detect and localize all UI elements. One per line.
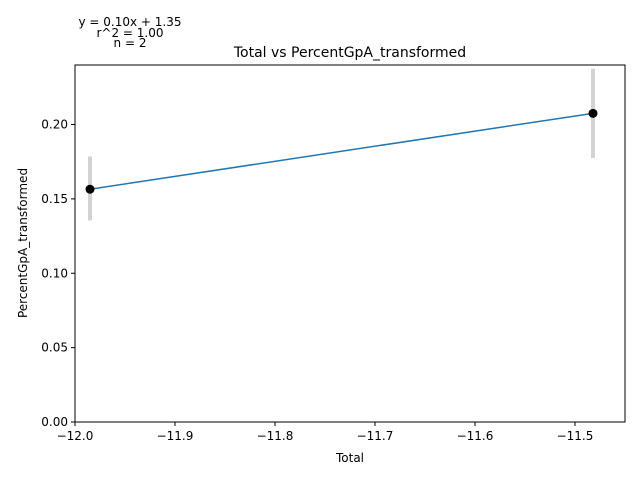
- axes-frame: [74, 64, 626, 423]
- y-tick-label: 0.05: [41, 341, 68, 355]
- r-squared-label: r^2 = 1.00: [96, 26, 163, 40]
- y-tick-label: 0.20: [41, 118, 68, 132]
- x-tick-label: −12.0: [57, 429, 94, 443]
- data-point: [588, 108, 598, 118]
- y-axis-label: PercentGpA_transformed: [16, 168, 30, 318]
- y-tick-label: 0.00: [41, 415, 68, 429]
- series-line: [89, 112, 594, 190]
- x-tick-label: −11.9: [157, 429, 194, 443]
- chart-title: Total vs PercentGpA_transformed: [233, 45, 466, 61]
- plot-area: [74, 64, 626, 423]
- data-point: [85, 184, 95, 194]
- x-tick-label: −11.6: [457, 429, 494, 443]
- y-tick-label: 0.15: [41, 192, 68, 206]
- regression-annotations: y = 0.10x + 1.35 r^2 = 1.00 n = 2: [78, 15, 181, 50]
- y-tick-label: 0.10: [41, 266, 68, 280]
- x-tick-label: −11.7: [357, 429, 394, 443]
- regression-equation: y = 0.10x + 1.35: [78, 15, 181, 29]
- y-axis-ticks: 0.00 0.05 0.10 0.15 0.20: [41, 118, 75, 429]
- sample-size-label: n = 2: [114, 36, 147, 50]
- x-tick-label: −11.8: [257, 429, 294, 443]
- x-axis-ticks: −12.0 −11.9 −11.8 −11.7 −11.6 −11.5: [57, 422, 594, 443]
- x-tick-label: −11.5: [557, 429, 594, 443]
- x-axis-label: Total: [335, 451, 364, 465]
